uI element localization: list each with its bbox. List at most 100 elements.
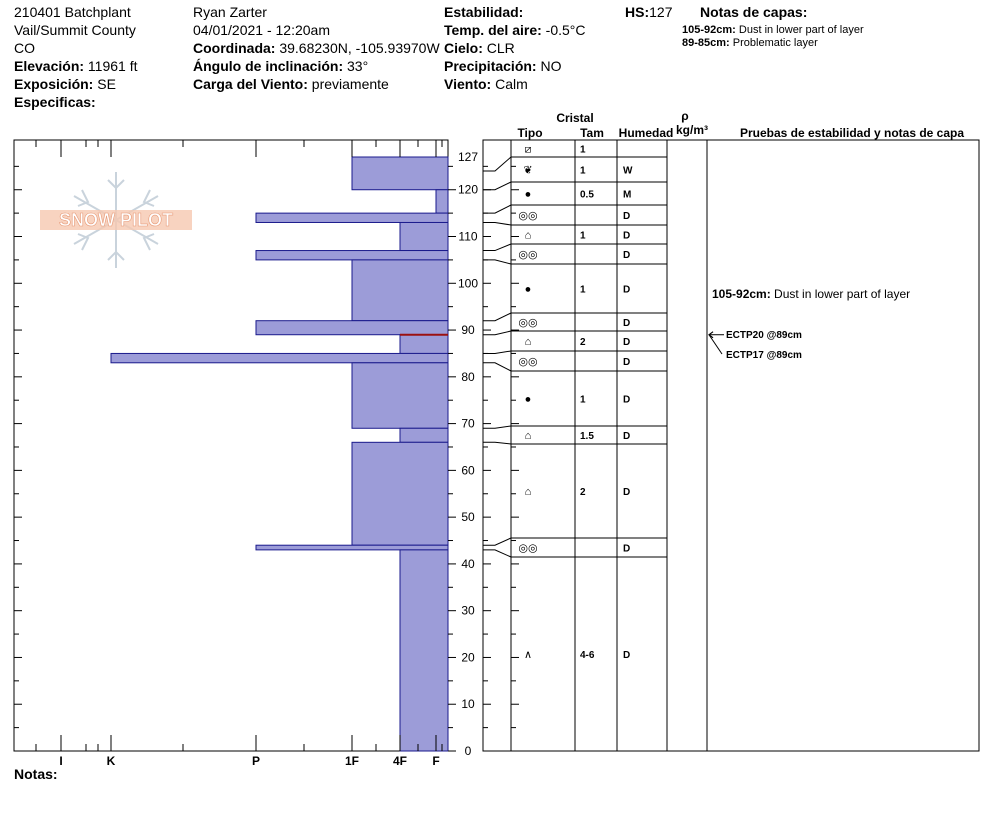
layer-connector-13 (483, 537, 512, 546)
hardness-label-1F: 1F (345, 754, 359, 768)
hardness-bar-8 (110, 352, 449, 364)
col-header-tests: Pruebas de estabilidad y notas de capa (740, 126, 964, 140)
depth-label-120: 120 (458, 183, 478, 197)
row-type-10: ● (525, 394, 532, 406)
row-moisture-2: M (623, 190, 631, 201)
row-type-13: ◎◎ (518, 543, 537, 555)
layer-connector-2 (483, 181, 512, 191)
row-size-12: 2 (580, 487, 586, 498)
hardness-bar-5 (351, 259, 449, 322)
depth-label-90: 90 (461, 323, 475, 337)
wind-label: Viento: (444, 76, 492, 92)
row-type-6: ● (525, 284, 532, 296)
hardness-label-K: K (107, 754, 116, 768)
row-type-9: ◎◎ (518, 356, 537, 368)
stability: Estabilidad: (444, 3, 523, 21)
row-size-10: 1 (580, 395, 586, 406)
snow-height: HS:127 (625, 3, 672, 21)
hardness-bar-1 (435, 189, 449, 214)
layer-connector-14 (483, 549, 512, 558)
hardness-bar-2 (255, 212, 449, 223)
layer-connector-11 (483, 425, 512, 429)
aspect: Exposición: SE (14, 75, 116, 93)
depth-label-0: 0 (465, 744, 472, 758)
row-moisture-14: D (623, 650, 630, 661)
state: CO (14, 40, 35, 56)
hs-value: 127 (649, 4, 673, 20)
coordinates: Coordinada: 39.68230N, -105.93970W (193, 39, 440, 57)
layer-connector-10 (483, 362, 512, 372)
elevation-value: 11961 ft (87, 58, 138, 74)
depth-label-100: 100 (458, 276, 478, 290)
slope-label: Ángulo de inclinación: (193, 58, 344, 74)
depth-axis: 0 10 20 30 40 50 60 70 80 90 100 110 120 127 (14, 150, 519, 758)
layer-connector-5 (483, 243, 512, 252)
snow-profile-chart: I K P 1F 4F F 0 10 20 30 40 50 60 70 80 90 100 110 120 127… (13, 109, 980, 768)
hardness-bar-3 (399, 221, 449, 252)
hardness-bar-7 (399, 334, 449, 354)
slope-value: 33° (347, 58, 369, 74)
stability-test-pointer-1 (708, 334, 723, 355)
sky: Cielo: CLR (444, 39, 515, 57)
layer-table-frame (482, 139, 980, 752)
notes-label: Notas: (14, 766, 58, 782)
row-moisture-12: D (623, 487, 630, 498)
row-moisture-3: D (623, 211, 630, 222)
depth-label-40: 40 (461, 557, 475, 571)
row-type-11: ⌂ (525, 430, 532, 442)
row-moisture-9: D (623, 357, 630, 368)
stability-test-arrow-1 (708, 331, 714, 339)
elevation: Elevación: 11961 ft (14, 57, 137, 75)
row-type-0: ⧄ (525, 144, 532, 156)
slope: Ángulo de inclinación: 33° (193, 57, 368, 75)
hardness-bar-6 (255, 320, 449, 336)
stability-tests: 105-92cm: Dust in lower part of layer ECT… (708, 287, 910, 361)
precip-value: NO (540, 58, 562, 74)
wind-load: Carga del Viento: previamente (193, 75, 389, 93)
site-name: 210401 Batchplant (14, 4, 131, 20)
row-size-0: 1 (580, 145, 586, 156)
col-header-type: Tipo (517, 126, 542, 140)
depth-label-110: 110 (458, 230, 477, 244)
hardness-axis: I K P 1F 4F F (35, 140, 443, 768)
row-size-2: 0.5 (580, 190, 594, 201)
tests-layer-note: 105-92cm: Dust in lower part of layer (712, 287, 910, 301)
depth-label-60: 60 (461, 463, 475, 477)
observer: Ryan Zarter (193, 4, 267, 20)
col-header-size: Tam (580, 126, 604, 140)
layer-connector-6 (483, 259, 512, 265)
row-size-11: 1.5 (580, 431, 594, 442)
sky-label: Cielo: (444, 40, 483, 56)
sky-value: CLR (486, 40, 515, 56)
row-size-1: 1 (580, 166, 586, 177)
col-header-moisture: Humedad (619, 126, 674, 140)
col-header-rho: ρ (681, 109, 688, 123)
region: Vail/Summit County (14, 22, 136, 38)
layer-connector-7 (483, 312, 512, 322)
depth-label-80: 80 (461, 370, 475, 384)
row-moisture-6: D (623, 285, 630, 296)
row-type-2: ● (525, 189, 532, 201)
hardness-label-4F: 4F (393, 754, 407, 768)
row-size-6: 1 (580, 285, 586, 296)
row-type-8: ⌂ (525, 336, 532, 348)
hardness-bars (110, 156, 449, 752)
row-moisture-1: W (623, 166, 633, 177)
depth-label-70: 70 (461, 417, 475, 431)
hardness-bar-9 (351, 362, 449, 429)
stability-test-0: ECTP20 @89cm (726, 330, 802, 341)
hardness-bar-4 (255, 250, 449, 261)
depth-label-10: 10 (461, 697, 475, 711)
air-temp-value: -0.5°C (545, 22, 586, 38)
layer-note-2: 89-85cm: Problematic layer (682, 37, 818, 49)
row-type-4: ⌂ (525, 230, 532, 242)
aspect-value: SE (97, 76, 116, 92)
hardness-bar-11 (351, 441, 449, 546)
hardness-bar-0 (351, 156, 449, 191)
stability-test-1: ECTP17 @89cm (726, 350, 802, 361)
coord-label: Coordinada: (193, 40, 276, 56)
wind-value: Calm (495, 76, 528, 92)
hardness-label-F: F (432, 754, 439, 768)
row-moisture-5: D (623, 250, 630, 261)
wind-load-value: previamente (311, 76, 389, 92)
